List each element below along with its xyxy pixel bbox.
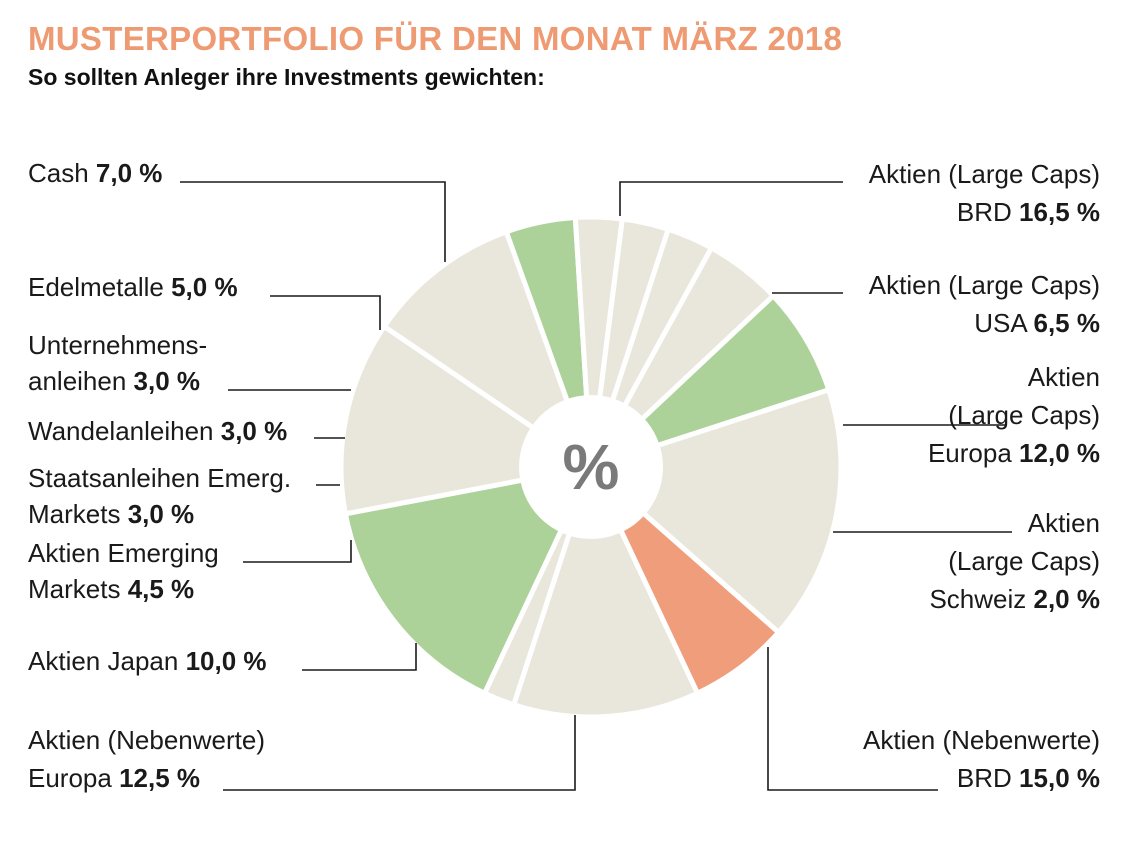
slice-label-line: Europa 12,0 % [928, 438, 1100, 468]
slice-label-line: Aktien Emerging [28, 538, 219, 568]
slice-label: Cash 7,0 % [28, 158, 162, 188]
slice-label: Aktien Emerging Markets 4,5 % [28, 538, 219, 604]
slice-label-line: Markets 3,0 % [28, 499, 194, 529]
slice-label: Aktien (Large Caps) Schweiz 2,0 % [929, 508, 1100, 614]
slice-label-line: Aktien [1028, 362, 1100, 392]
slice-label-line: BRD 16,5 % [957, 197, 1100, 227]
slice-value: 2,0 % [1034, 584, 1101, 614]
slice-label: Staatsanleihen Emerg. Markets 3,0 % [28, 463, 291, 529]
pie-slice [381, 229, 594, 470]
slice-label-line: USA 6,5 % [974, 308, 1100, 338]
leader-line [243, 540, 352, 563]
slice-value: 6,5 % [1034, 308, 1101, 338]
slice-label: Aktien (Nebenwerte) BRD 15,0 % [863, 725, 1100, 793]
slice-label-line: Wandelanleihen 3,0 % [28, 416, 287, 446]
leader-line [302, 643, 417, 671]
slice-label-line: Europa 12,5 % [28, 763, 200, 793]
slice-label: Aktien (Large Caps) Europa 12,0 % [928, 362, 1100, 468]
center-hole [519, 395, 663, 539]
pie-slice [588, 293, 832, 470]
slice-label: Aktien (Large Caps) BRD 16,5 % [869, 159, 1100, 227]
slice-label: Aktien Japan 10,0 % [28, 646, 267, 676]
slice-label-line: Cash 7,0 % [28, 158, 162, 188]
slice-label-line: Markets 4,5 % [28, 574, 194, 604]
slice-label-line: Aktien (Nebenwerte) [863, 725, 1100, 755]
slice-label: Edelmetalle 5,0 % [28, 272, 238, 302]
slice-value: 12,5 % [119, 763, 200, 793]
leader-line [767, 647, 938, 791]
slice-label: Aktien (Large Caps) USA 6,5 % [869, 270, 1100, 338]
slice-label-line: (Large Caps) [948, 546, 1100, 576]
slice-label-line: (Large Caps) [948, 400, 1100, 430]
slice-value: 10,0 % [186, 646, 267, 676]
slice-label-line: Aktien Japan 10,0 % [28, 646, 267, 676]
slice-label-line: Aktien (Nebenwerte) [28, 725, 265, 755]
leader-line [180, 181, 446, 262]
slice-label: Unternehmens-anleihen 3,0 % [28, 330, 207, 396]
slice-label-line: Staatsanleihen Emerg. [28, 463, 291, 493]
slice-label-line: Aktien [1028, 508, 1100, 538]
slice-label-line: Edelmetalle 5,0 % [28, 272, 238, 302]
slice-value: 3,0 % [134, 366, 201, 396]
leader-lines [180, 181, 1012, 791]
slice-value: 16,5 % [1019, 197, 1100, 227]
slice-value: 3,0 % [128, 499, 195, 529]
chart-subtitle: So sollten Anleger ihre Investments gewi… [28, 64, 545, 90]
leader-line [223, 715, 576, 791]
slice-value: 7,0 % [96, 158, 163, 188]
center-label: % [563, 431, 620, 503]
slice-label-line: BRD 15,0 % [957, 763, 1100, 793]
slice-label-line: Unternehmens- [28, 330, 207, 360]
slice-value: 4,5 % [128, 574, 195, 604]
slice-label-line: anleihen 3,0 % [28, 366, 200, 396]
slice-value: 12,0 % [1019, 438, 1100, 468]
pie-slice [342, 464, 594, 696]
leader-line [619, 181, 843, 216]
slice-label: Wandelanleihen 3,0 % [28, 416, 287, 446]
slice-value: 15,0 % [1019, 763, 1100, 793]
slice-label: Aktien (Nebenwerte) Europa 12,5 % [28, 725, 265, 793]
pie-slice [511, 464, 700, 720]
chart-title: MUSTERPORTFOLIO FÜR DEN MONAT MÄRZ 2018 [28, 20, 843, 57]
slice-label-line: Aktien (Large Caps) [869, 270, 1100, 300]
slice-labels: Aktien (Large Caps) BRD 16,5 %Aktien (Lar… [28, 158, 1100, 793]
leader-line [270, 295, 381, 330]
slice-label-line: Schweiz 2,0 % [929, 584, 1100, 614]
slice-label-line: Aktien (Large Caps) [869, 159, 1100, 189]
slice-value: 5,0 % [171, 272, 238, 302]
slice-value: 3,0 % [221, 416, 288, 446]
